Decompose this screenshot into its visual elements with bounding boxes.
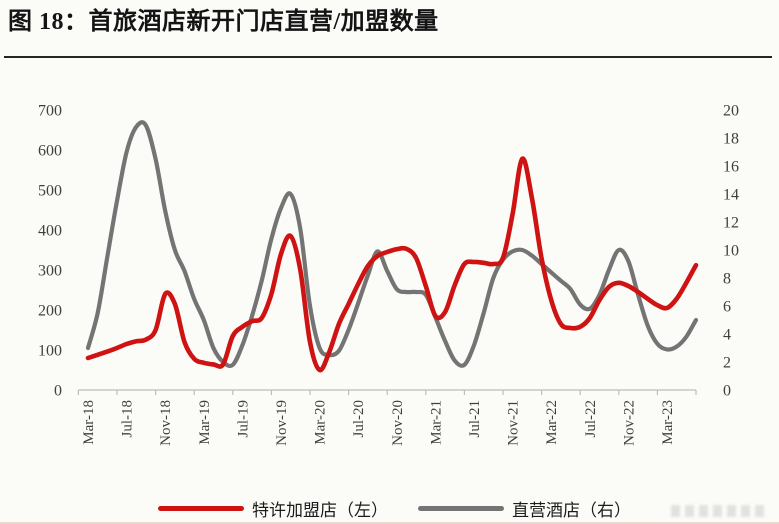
left-axis-tick-label: 300 <box>38 263 62 280</box>
figure-title: 图 18：首旅酒店新开门店直营/加盟数量 <box>8 9 439 35</box>
right-axis-tick-label: 12 <box>723 215 739 232</box>
legend-swatch-franchise <box>158 506 244 511</box>
x-axis-tick-label: Jul-19 <box>235 400 251 438</box>
legend-swatch-direct <box>418 506 504 511</box>
legend-label-direct: 直营酒店（右） <box>512 501 631 520</box>
x-axis-tick-label: Nov-21 <box>506 400 522 446</box>
left-axis-tick-label: 400 <box>38 223 62 240</box>
left-axis-tick-label: 0 <box>54 383 62 400</box>
right-axis-tick-label: 10 <box>723 243 739 260</box>
left-axis-tick-label: 700 <box>38 103 62 120</box>
x-axis-tick-label: Mar-23 <box>660 400 676 445</box>
x-axis-tick-label: Jul-18 <box>120 400 136 438</box>
x-axis-tick-label: Mar-19 <box>197 400 213 445</box>
right-axis-tick-label: 18 <box>723 131 739 148</box>
x-axis-tick-label: Mar-21 <box>428 400 444 445</box>
left-axis-tick-label: 600 <box>38 143 62 160</box>
watermark <box>671 505 769 517</box>
right-axis-tick-label: 0 <box>723 383 731 400</box>
left-axis-tick-label: 100 <box>38 343 62 360</box>
chart-legend: 特许加盟店（左） 直营酒店（右） <box>0 496 779 521</box>
figure-header: 图 18：首旅酒店新开门店直营/加盟数量 <box>8 5 771 39</box>
x-axis-tick-label: Mar-18 <box>81 400 97 445</box>
right-axis-tick-label: 16 <box>723 159 739 176</box>
right-axis-tick-label: 6 <box>723 299 731 316</box>
x-axis-tick-label: Nov-18 <box>158 400 174 446</box>
x-axis-tick-label: Jul-20 <box>351 400 367 438</box>
x-axis-tick-label: Nov-20 <box>390 400 406 446</box>
x-axis-tick-label: Nov-19 <box>274 400 290 446</box>
right-axis-tick-label: 14 <box>723 187 739 204</box>
left-axis-tick-label: 500 <box>38 183 62 200</box>
x-axis-tick-label: Mar-20 <box>313 400 329 445</box>
series-franchise-line <box>85 156 699 373</box>
right-axis-tick-label: 8 <box>723 271 731 288</box>
title-separator <box>4 56 772 58</box>
right-axis-tick-label: 20 <box>723 103 739 120</box>
legend-label-franchise: 特许加盟店（左） <box>252 501 388 520</box>
right-axis-tick-label: 2 <box>723 355 731 372</box>
x-axis-tick-label: Jul-21 <box>467 400 483 438</box>
x-axis-tick-label: Nov-22 <box>621 400 637 446</box>
x-axis-tick-label: Jul-22 <box>583 400 599 438</box>
left-axis-tick-label: 200 <box>38 303 62 320</box>
right-axis-tick-label: 4 <box>723 327 731 344</box>
x-axis-tick-label: Mar-22 <box>544 400 560 445</box>
series-direct-line <box>85 120 699 369</box>
